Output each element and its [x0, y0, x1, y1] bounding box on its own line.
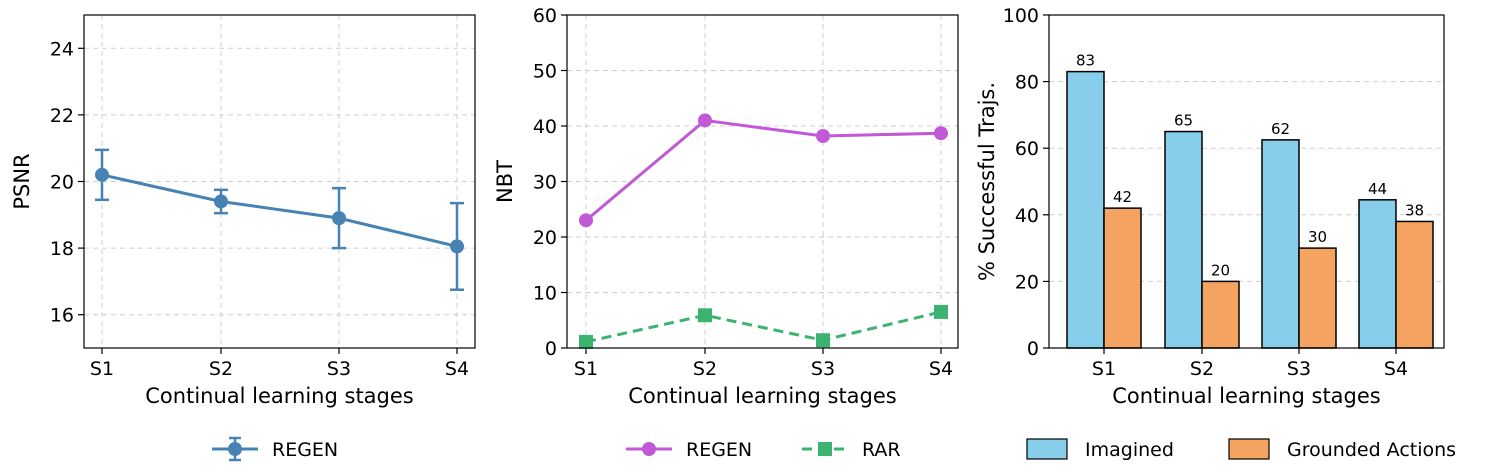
y-tick-label: 20: [50, 172, 74, 194]
plot-frame: [83, 14, 476, 349]
legend: REGEN: [212, 436, 338, 462]
y-tick-label: 24: [50, 38, 74, 60]
x-tick-label: S1: [574, 358, 598, 380]
legend-label: REGEN: [272, 439, 338, 461]
data-label: 62: [1271, 120, 1290, 138]
y-tick-label: 20: [1015, 271, 1039, 293]
x-tick-label: S2: [209, 358, 233, 380]
y-tick-label: 100: [1003, 5, 1039, 27]
x-axis-label: Continual learning stages: [1112, 384, 1380, 408]
x-tick-label: S3: [1287, 358, 1311, 380]
y-tick-label: 80: [1015, 72, 1039, 94]
data-point: [698, 308, 712, 323]
legend-swatch: [1228, 438, 1270, 460]
data-point: [816, 128, 830, 143]
x-tick-label: S4: [445, 358, 469, 380]
data-point: [698, 113, 712, 128]
data-label: 44: [1368, 180, 1387, 198]
data-label: 30: [1308, 228, 1327, 246]
x-tick-label: S2: [1190, 358, 1214, 380]
grid: [84, 15, 475, 348]
x-axis-label: Continual learning stages: [145, 384, 413, 408]
data-point: [816, 333, 830, 348]
legend-label: Imagined: [1085, 439, 1174, 461]
series-line: [585, 118, 942, 222]
bar: [1395, 220, 1434, 349]
y-tick-label: 0: [545, 338, 557, 360]
chart-panel-2: 0 10 20 30 40 50 60 S1 S2 S3 S4 Continual learning …: [493, 5, 959, 461]
y-tick-label: 10: [533, 283, 557, 305]
y-tick-label: 40: [533, 116, 557, 138]
data-point: [579, 334, 593, 349]
plot-frame: [1048, 14, 1445, 349]
data-label: 42: [1113, 188, 1132, 206]
y-axis-label: NBT: [493, 160, 517, 203]
series-1: [579, 113, 948, 228]
data-point: [934, 126, 948, 141]
y-tick-label: 0: [1027, 338, 1039, 360]
data-label: 65: [1174, 112, 1193, 130]
x-tick-label: S3: [327, 358, 351, 380]
x-tick-label: S3: [811, 358, 835, 380]
data-label: 20: [1211, 261, 1230, 279]
data-point: [579, 213, 593, 228]
series-2: 42 20 30 38: [1103, 188, 1434, 349]
y-tick-label: 50: [533, 61, 557, 83]
legend-label: REGEN: [686, 439, 752, 461]
data-label: 83: [1076, 52, 1095, 70]
legend-marker: [642, 442, 656, 456]
x-tick-label: S1: [1092, 358, 1116, 380]
x-tick-label: S1: [90, 358, 114, 380]
legend-marker: [818, 442, 832, 456]
y-tick-label: 30: [533, 172, 557, 194]
legend-marker: [228, 442, 242, 456]
data-point: [934, 304, 948, 319]
y-tick-label: 60: [1015, 138, 1039, 160]
data-point: [214, 194, 228, 209]
y-axis-label: PSNR: [10, 153, 34, 209]
legend: Imagined Grounded Actions: [1026, 438, 1456, 461]
legend: REGEN RAR: [626, 439, 901, 461]
bar: [1103, 207, 1142, 349]
y-tick-label: 40: [1015, 205, 1039, 227]
legend-swatch: [1026, 438, 1068, 460]
grid: [567, 14, 958, 349]
series-1: [95, 148, 464, 291]
legend-label: Grounded Actions: [1287, 439, 1456, 461]
y-tick-label: 16: [50, 305, 74, 327]
series-line: [101, 173, 458, 248]
y-tick-label: 18: [50, 238, 74, 260]
data-point: [450, 239, 464, 254]
x-tick-label: S4: [1384, 358, 1408, 380]
series-2: [579, 304, 948, 349]
data-point: [332, 211, 346, 226]
plot-frame: [566, 14, 959, 349]
bar: [1261, 139, 1300, 349]
data-label: 38: [1405, 201, 1424, 219]
bar: [1201, 280, 1240, 349]
y-tick-label: 22: [50, 105, 74, 127]
bar: [1164, 130, 1203, 349]
bar: [1298, 247, 1337, 349]
x-tick-label: S2: [693, 358, 717, 380]
bar: [1358, 199, 1397, 349]
bar: [1066, 70, 1105, 349]
data-point: [95, 167, 109, 182]
legend-label: RAR: [862, 439, 901, 461]
series-line: [585, 310, 942, 344]
x-axis-label: Continual learning stages: [628, 384, 896, 408]
y-axis-label: % Successful Trajs.: [975, 82, 999, 281]
chart-panel-1: 16 18 20 22 24 S1 S2 S3 S4 Continual learning sta…: [10, 14, 476, 462]
y-tick-label: 20: [533, 227, 557, 249]
x-tick-label: S4: [929, 358, 953, 380]
y-tick-label: 60: [533, 5, 557, 27]
